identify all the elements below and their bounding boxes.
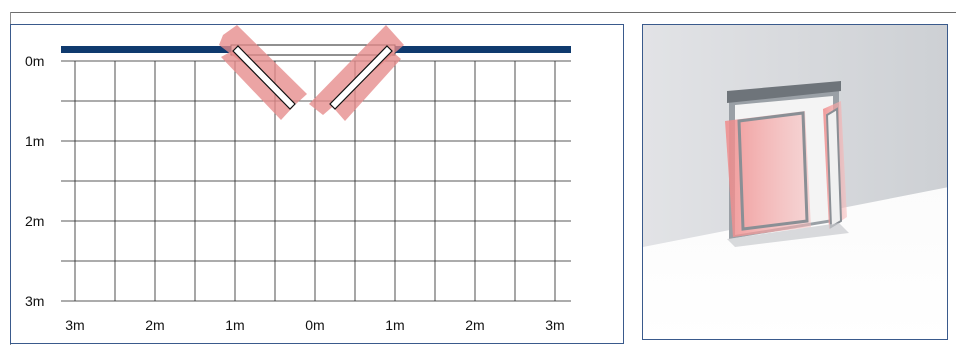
x-label-1: 2m bbox=[145, 317, 164, 333]
x-label-3: 0m bbox=[305, 317, 324, 333]
sensor-field-right bbox=[309, 25, 404, 115]
sensor-field-left bbox=[219, 25, 307, 104]
y-label-2: 2m bbox=[25, 213, 44, 229]
x-label-2: 1m bbox=[225, 317, 244, 333]
floor-plan-diagram: 0m 1m 2m 3m 3m 2m 1m 0m 1m 2m 3m bbox=[25, 25, 571, 333]
operator-bar bbox=[727, 81, 841, 103]
top-rule bbox=[10, 12, 956, 13]
door-shadow bbox=[727, 223, 849, 247]
perspective-view-panel bbox=[642, 24, 948, 340]
door-3d-render-icon bbox=[643, 25, 947, 339]
x-label-6: 3m bbox=[545, 317, 564, 333]
door-leaf-right-3d bbox=[825, 107, 843, 229]
sensor-fields bbox=[219, 25, 404, 121]
sensor-field-left-3d bbox=[725, 111, 811, 237]
door-leaves bbox=[232, 45, 393, 110]
x-label-4: 1m bbox=[385, 317, 404, 333]
floor-plan-panel: 0m 1m 2m 3m 3m 2m 1m 0m 1m 2m 3m bbox=[10, 24, 624, 344]
y-label-0: 0m bbox=[25, 53, 44, 69]
y-label-1: 1m bbox=[25, 133, 44, 149]
sensor-field-left-inner bbox=[221, 47, 293, 120]
y-label-3: 3m bbox=[25, 293, 44, 309]
sensor-field-right-inner bbox=[331, 47, 401, 121]
x-label-5: 2m bbox=[465, 317, 484, 333]
door-leaf-right bbox=[329, 45, 393, 110]
door-leaf-left-3d bbox=[737, 111, 809, 231]
door-leaf-left bbox=[232, 45, 296, 110]
grid-lines bbox=[61, 60, 571, 302]
x-label-0: 3m bbox=[65, 317, 84, 333]
